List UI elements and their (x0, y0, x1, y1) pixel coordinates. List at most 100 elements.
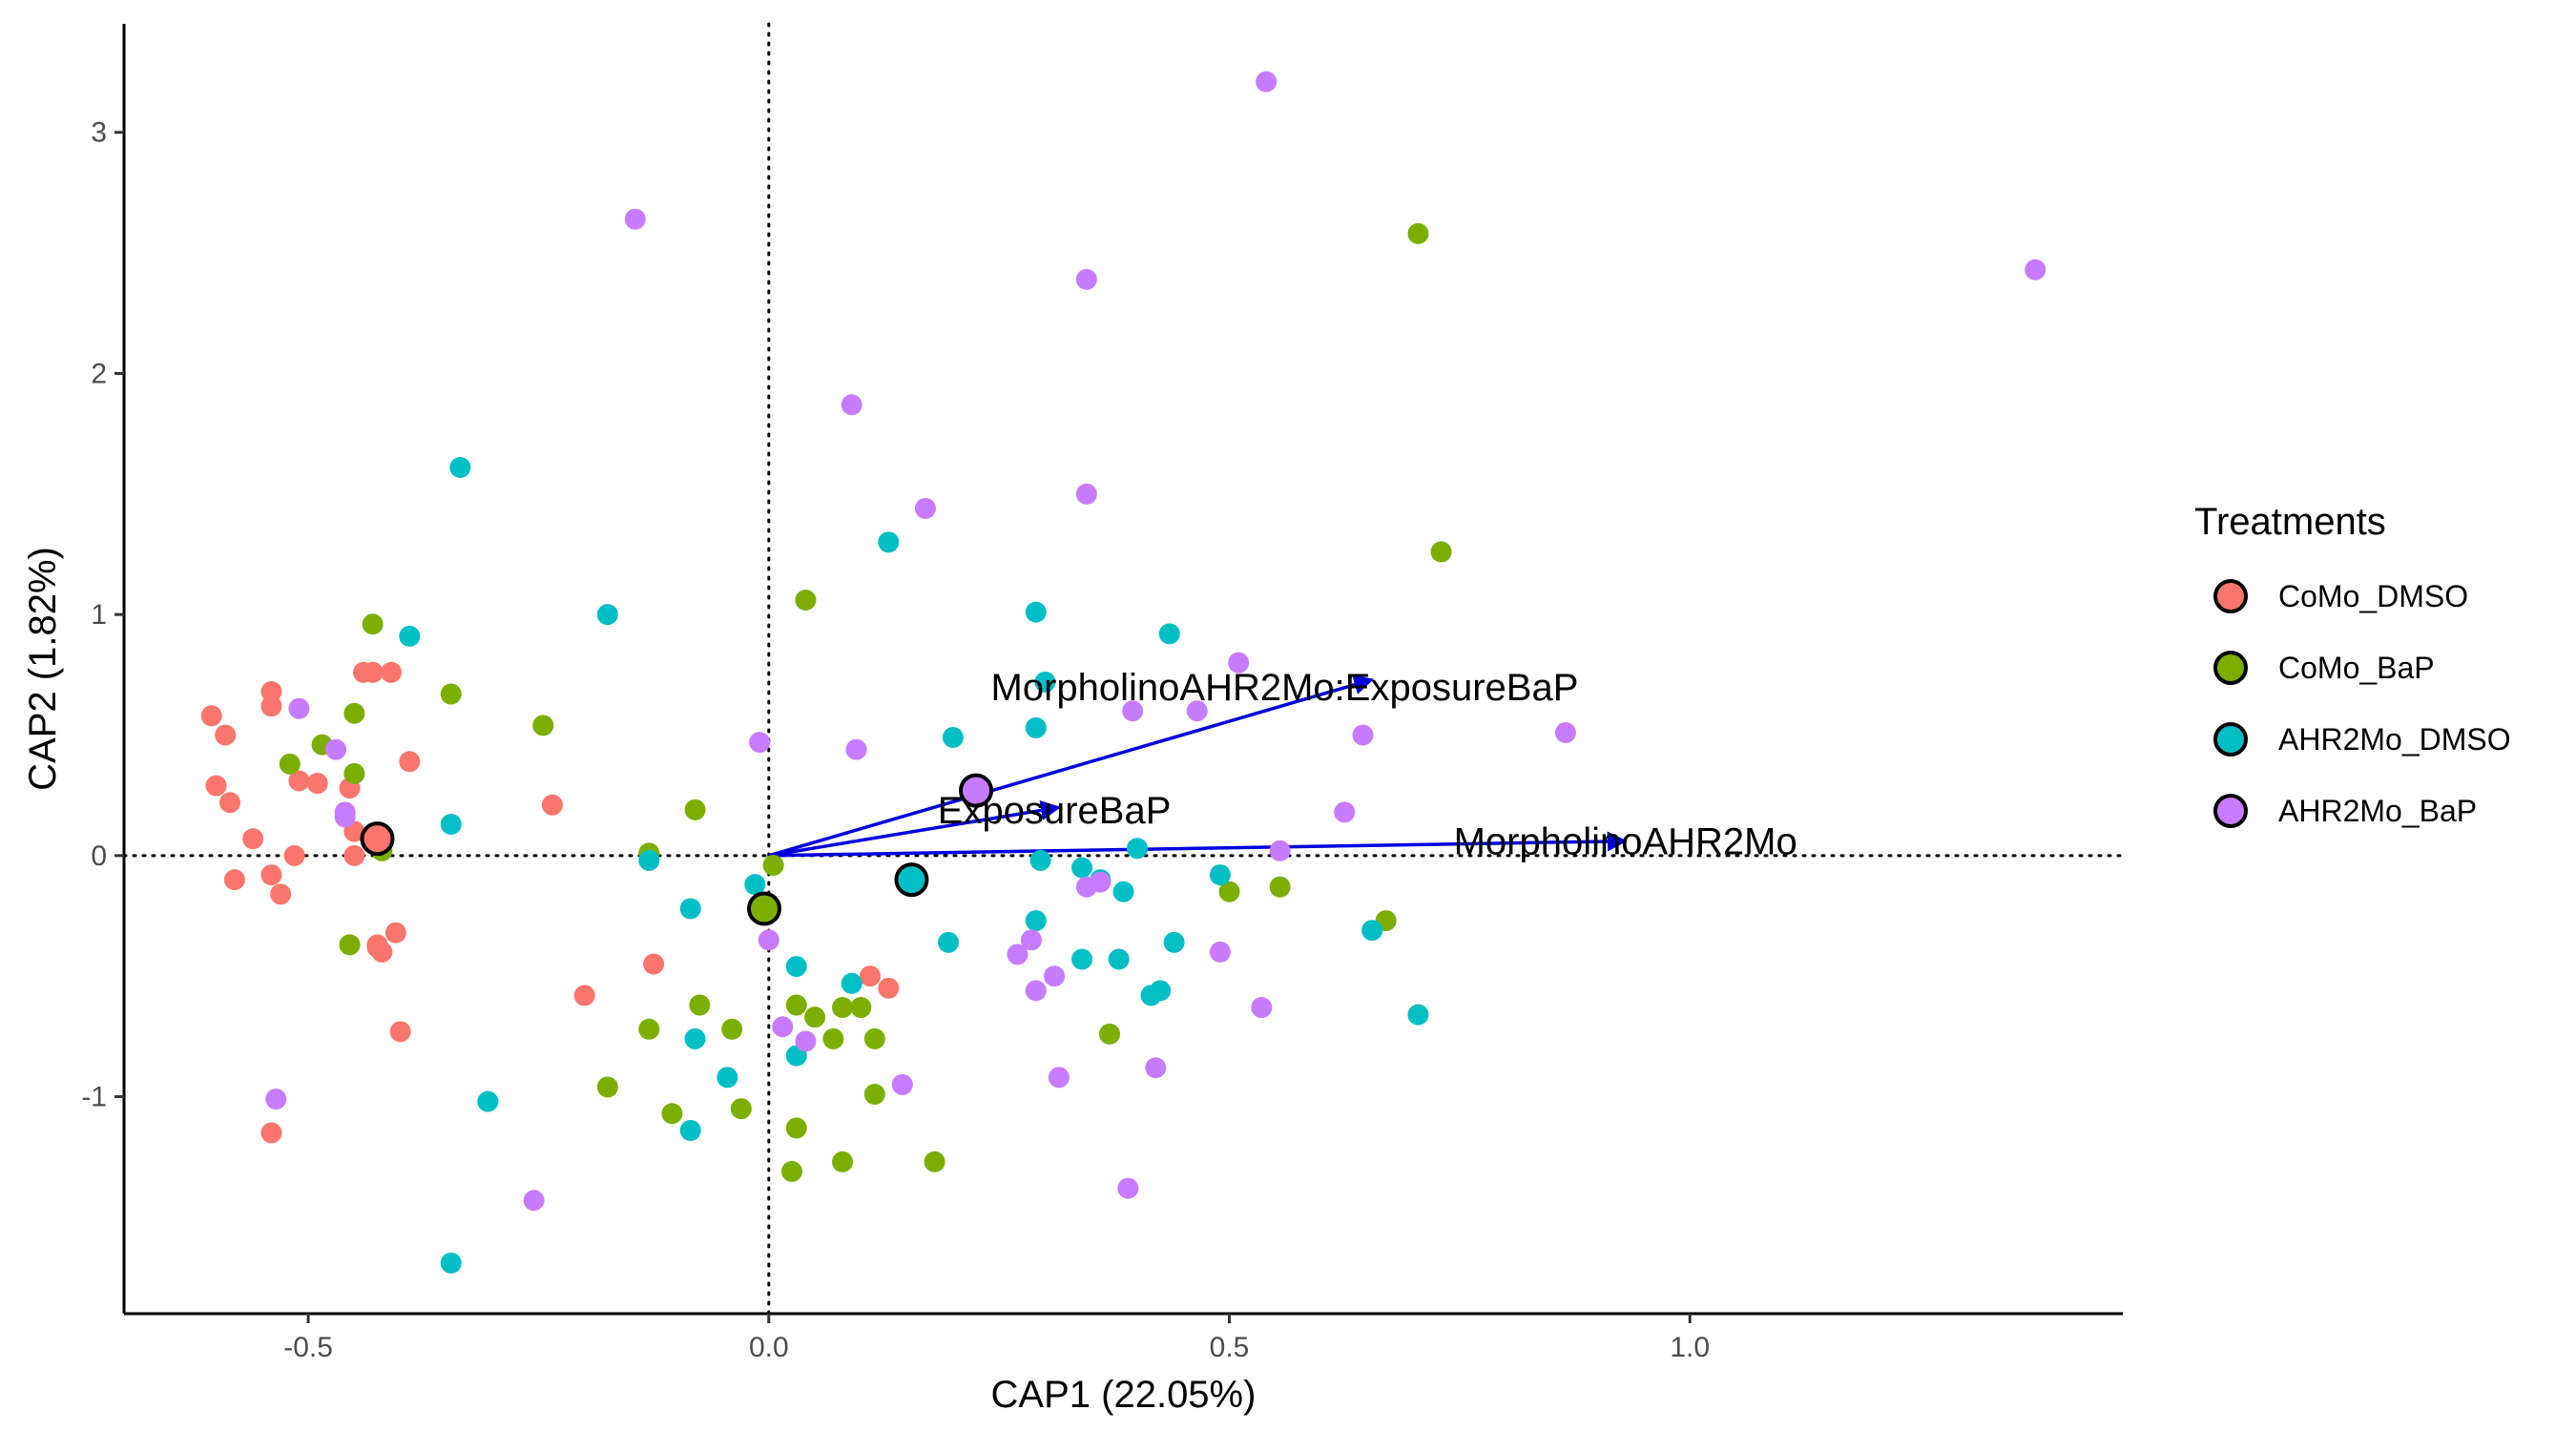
data-point (845, 738, 867, 760)
data-point (1218, 881, 1240, 902)
data-point (306, 773, 328, 795)
data-point (638, 1018, 660, 1040)
x-tick-label: 0.0 (749, 1332, 789, 1363)
data-point (223, 869, 245, 891)
biplot-arrow (768, 800, 1061, 858)
data-point (399, 751, 421, 773)
data-point (1126, 838, 1148, 860)
legend-key (2213, 722, 2248, 757)
data-point (643, 953, 665, 975)
data-point (1099, 1023, 1121, 1045)
x-axis-title: CAP1 (22.05%) (991, 1374, 1257, 1416)
data-point (1007, 944, 1028, 965)
data-point (440, 813, 462, 835)
centroid-point (360, 821, 395, 857)
data-point (785, 956, 807, 978)
legend: Treatments CoMo_DMSO CoMo_BaP AHR2Mo_DMSO AH… (2194, 501, 2511, 828)
data-point (661, 1103, 683, 1125)
data-point (1163, 931, 1185, 953)
y-tick-label: 2 (91, 358, 107, 389)
data-point (822, 1027, 844, 1049)
data-point (863, 1084, 885, 1106)
data-point (200, 705, 222, 727)
data-point (325, 738, 347, 760)
legend-key (2213, 651, 2248, 685)
data-point (1407, 1004, 1429, 1026)
legend-key (2213, 579, 2248, 613)
centroid-point (894, 862, 929, 898)
legend-label: CoMo_BaP (2278, 651, 2435, 685)
data-point (1186, 700, 1208, 722)
data-point (288, 770, 310, 792)
data-point (260, 681, 282, 703)
data-point (1090, 871, 1111, 893)
data-point (1025, 980, 1047, 1002)
data-point (1209, 941, 1231, 963)
data-point (772, 1016, 794, 1038)
data-point (270, 883, 292, 905)
data-point (2025, 259, 2046, 280)
biplot-arrow-label: ExposureBaP (938, 790, 1172, 832)
data-point (1122, 700, 1144, 722)
data-point (1020, 929, 1042, 951)
data-point (1029, 849, 1051, 871)
data-point (942, 727, 964, 749)
data-point (785, 994, 807, 1016)
data-points (200, 71, 2046, 1274)
data-point (1048, 1067, 1070, 1089)
data-point (878, 977, 900, 999)
data-point (449, 456, 471, 478)
data-point (804, 1006, 826, 1028)
data-point (242, 828, 264, 850)
data-point (785, 1117, 807, 1139)
biplot-arrow (768, 831, 1628, 858)
data-point (860, 965, 882, 987)
data-point (260, 1122, 282, 1144)
data-point (1361, 920, 1383, 942)
data-point (1228, 652, 1250, 674)
legend-label: AHR2Mo_BaP (2278, 794, 2477, 828)
data-point (343, 762, 365, 784)
data-point (362, 613, 384, 635)
data-point (850, 997, 872, 1019)
y-tick-label: 1 (91, 599, 107, 631)
y-axis-title: CAP2 (1.82%) (22, 547, 64, 791)
data-point (1407, 222, 1429, 244)
data-point (914, 497, 936, 519)
data-point (1034, 671, 1056, 693)
data-point (1209, 864, 1231, 886)
y-tick-label: 3 (91, 117, 107, 149)
data-point (1269, 840, 1291, 861)
data-point (260, 695, 282, 717)
legend-label: CoMo_DMSO (2278, 579, 2468, 613)
data-point (1256, 71, 1278, 93)
data-point (339, 934, 361, 956)
data-point (1430, 541, 1452, 563)
data-point (679, 1119, 701, 1141)
data-point (1117, 1177, 1139, 1199)
data-point (440, 683, 462, 705)
data-point (1145, 1057, 1167, 1079)
data-point (891, 1073, 913, 1095)
data-point (343, 844, 365, 866)
data-point (1044, 965, 1066, 987)
data-point (730, 1098, 752, 1120)
data-point (938, 931, 960, 953)
data-point (749, 732, 771, 754)
data-point (924, 1151, 945, 1172)
data-point (863, 1027, 885, 1049)
data-point (1150, 980, 1172, 1002)
data-point (679, 898, 701, 920)
centroids (360, 773, 994, 926)
data-point (371, 941, 393, 963)
data-point (1334, 801, 1356, 823)
legend-label: AHR2Mo_DMSO (2278, 722, 2511, 757)
data-point (1112, 881, 1134, 902)
data-point (762, 854, 784, 876)
data-point (684, 1027, 706, 1049)
data-point (721, 1018, 743, 1040)
data-point (638, 849, 660, 871)
data-point (219, 792, 241, 814)
data-point (1071, 948, 1093, 970)
